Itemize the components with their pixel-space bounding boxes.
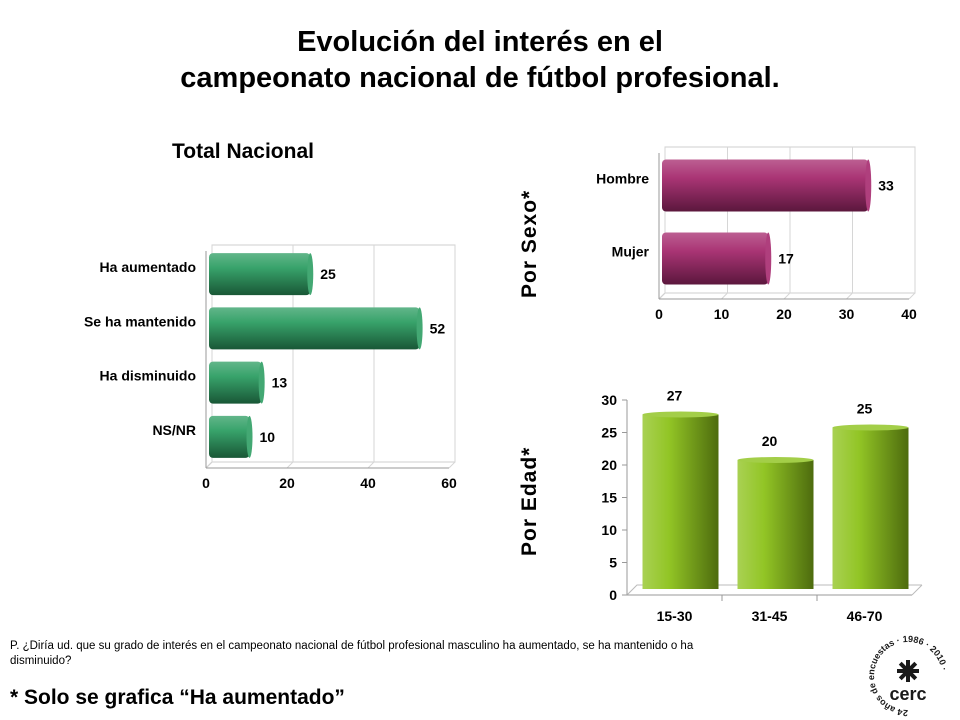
data-label: 33: [878, 178, 894, 194]
gridline-floor: [286, 461, 294, 469]
category-label: Hombre: [596, 171, 649, 187]
category-label: Se ha mantenido: [84, 313, 196, 329]
data-label: 13: [272, 375, 288, 391]
por-edad-chart: 0 5 10 15 20 25 30 27 15-30 20 31-45 25 46-70: [601, 388, 923, 624]
bar-cap: [865, 159, 872, 212]
category-label: Ha disminuido: [100, 368, 196, 384]
y-tick-label: 30: [601, 392, 617, 408]
bar: [662, 159, 869, 212]
gridline-floor: [658, 292, 666, 300]
total-nacional-chart: 0 20 40 60 25 Ha aumentado 52 Se ha mantenido 13…: [84, 244, 457, 491]
gridline-floor: [908, 292, 916, 300]
page-title: Evolución del interés en el campeonato n…: [0, 24, 960, 96]
logo-name: cerc: [889, 684, 926, 704]
bar-cap: [258, 361, 265, 404]
gridline-floor: [367, 461, 375, 469]
gridline-floor: [721, 292, 728, 300]
x-tick-label: 10: [714, 306, 730, 322]
gridline-floor: [846, 292, 853, 300]
x-tick-label: 60: [441, 475, 457, 491]
total-nacional-title: Total Nacional: [172, 140, 314, 163]
data-label: 27: [667, 388, 683, 404]
title-line-2: campeonato nacional de fútbol profesiona…: [180, 62, 780, 94]
data-label: 25: [857, 401, 873, 417]
y-tick-label: 20: [601, 457, 617, 473]
bar-cap: [765, 232, 772, 285]
data-label: 25: [320, 266, 336, 282]
x-tick-label: 20: [776, 306, 792, 322]
x-tick-label: 20: [279, 475, 295, 491]
bar: [737, 460, 814, 589]
bar: [662, 232, 769, 285]
y-tick-label: 25: [601, 425, 617, 441]
bar: [209, 253, 311, 296]
bar: [832, 427, 909, 589]
category-label: Ha aumentado: [100, 259, 196, 275]
cerc-logo: 24 años de encuestas · 1986 · 2010 · cer…: [866, 634, 950, 718]
category-label: 15-30: [657, 608, 693, 624]
bar-cap: [307, 253, 314, 296]
x-tick-label: 0: [202, 475, 210, 491]
por-sexo-chart: 0 10 20 30 40 33 Hombre 17 Mujer: [596, 146, 917, 322]
gridline-floor: [783, 292, 791, 300]
x-tick-label: 40: [901, 306, 917, 322]
category-label: NS/NR: [152, 422, 196, 438]
category-label: 31-45: [752, 608, 788, 624]
bar-cap: [246, 415, 253, 458]
bar: [642, 414, 719, 589]
footnote: * Solo se grafica “Ha aumentado”: [10, 686, 345, 709]
x-tick-label: 0: [655, 306, 663, 322]
category-label: Mujer: [612, 244, 650, 260]
bar-cap: [416, 307, 423, 350]
category-label: 46-70: [847, 608, 883, 624]
logo-star-icon: [897, 660, 919, 682]
bar: [209, 361, 262, 404]
title-line-1: Evolución del interés en el: [297, 26, 663, 58]
gridline-floor: [448, 461, 456, 469]
data-label: 52: [430, 320, 446, 336]
y-tick-label: 10: [601, 522, 617, 538]
x-tick-label: 30: [839, 306, 855, 322]
floor-side: [911, 584, 923, 596]
y-tick-label: 15: [601, 490, 617, 506]
y-tick-label: 5: [609, 555, 617, 571]
data-label: 17: [778, 251, 794, 267]
data-label: 20: [762, 433, 778, 449]
survey-question: P. ¿Diría ud. que su grado de interés en…: [10, 640, 694, 667]
bar: [209, 415, 250, 458]
por-edad-axis-title: Por Edad*: [518, 446, 541, 556]
gridline-floor: [205, 461, 213, 469]
bar: [209, 307, 420, 350]
por-sexo-axis-title: Por Sexo*: [518, 189, 541, 298]
data-label: 10: [260, 429, 276, 445]
bar-cap: [737, 457, 814, 463]
x-tick-label: 40: [360, 475, 376, 491]
bar-cap: [832, 424, 909, 431]
bar-cap: [642, 411, 719, 418]
y-tick-label: 0: [609, 587, 617, 603]
floor-back: [626, 584, 922, 596]
